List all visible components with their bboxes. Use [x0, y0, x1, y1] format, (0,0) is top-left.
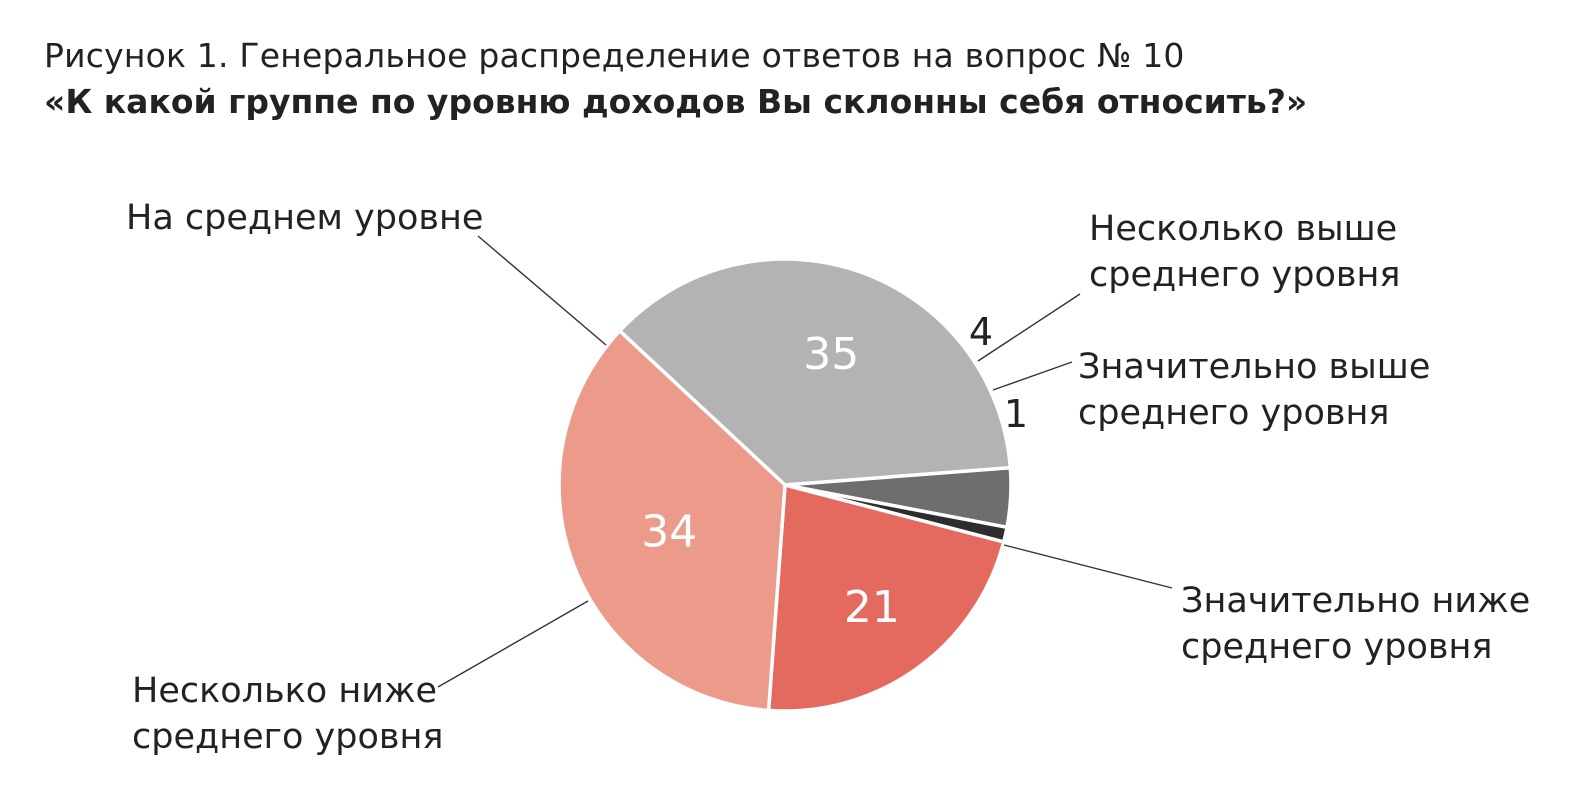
pie-slices [557, 257, 1013, 713]
leader-line-5 [437, 600, 589, 688]
slice-category-label-3: Значительно выше среднего уровня [1078, 347, 1430, 433]
slice-value-label-5: 34 [641, 506, 697, 557]
slice-category-label-4: Значительно ниже среднего уровня [1181, 581, 1530, 667]
pie-slice-1 [617, 257, 1013, 487]
slice-value-label-1: 35 [803, 329, 859, 380]
slice-category-label-5: Несколько ниже среднего уровня [132, 671, 443, 757]
slice-value-label-2: 4 [969, 310, 993, 354]
leader-line-4 [1003, 544, 1173, 589]
pie-slice-5 [557, 329, 787, 713]
pie-slice-4 [766, 483, 1006, 713]
slice-value-label-3: 1 [1004, 392, 1028, 436]
leader-line-1 [477, 235, 607, 346]
pie-labels: 35 На среднем уровне 4 Несколько выше средне… [126, 198, 1530, 757]
chart-title-line2: «К какой группе по уровню доходов Вы скл… [44, 82, 1308, 121]
slice-category-label-1: На среднем уровне [126, 198, 483, 238]
leader-line-3 [992, 361, 1073, 391]
slice-category-label-2: Несколько выше среднего уровня [1089, 209, 1400, 295]
leader-line-2 [977, 293, 1081, 362]
slice-value-label-4: 21 [844, 582, 900, 633]
chart-title-line1: Рисунок 1. Генеральное распределение отв… [44, 36, 1185, 75]
